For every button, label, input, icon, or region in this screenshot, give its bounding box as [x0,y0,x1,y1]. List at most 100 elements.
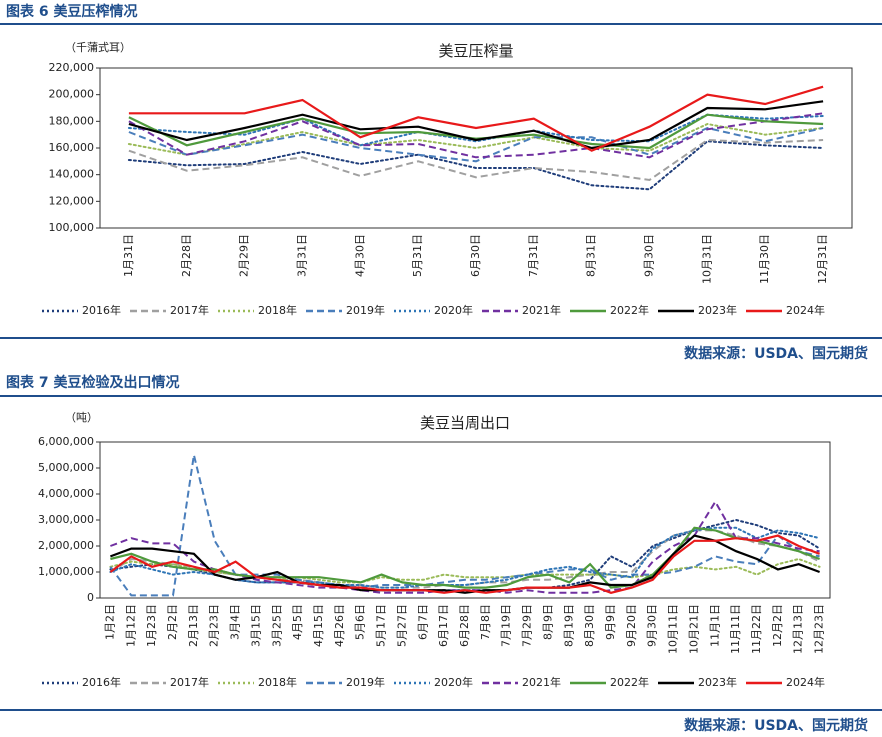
x-tick-label: 9月30日 [646,604,659,647]
series-line [128,113,824,150]
x-tick-label: 12月2日 [771,604,784,647]
y-tick-label: 200,000 [49,88,95,101]
x-tick-label: 10月11日 [667,604,680,654]
x-tick-label: 2月23日 [208,604,221,647]
chart-title: 美豆当周出口 [420,414,510,432]
x-tick-label: 3月31日 [295,234,308,277]
series-line [110,526,820,589]
x-tick-label: 1月31日 [122,234,135,277]
legend-label: 2019年 [346,675,385,689]
x-tick-label: 1月2日 [103,604,116,640]
source-note: 数据来源：USDA、国元期货 [684,345,868,362]
legend-label: 2020年 [434,675,473,689]
x-tick-label: 6月7日 [416,604,429,640]
x-tick-label: 8月30日 [583,604,596,647]
series-line [128,85,824,152]
legend-label: 2017年 [170,303,209,317]
x-tick-label: 4月15日 [312,604,325,647]
y-tick-label: 1,000,000 [38,565,94,578]
legend-label: 2021年 [522,675,561,689]
figure-header: 图表 7 美豆检验及出口情况 [6,374,180,391]
y-tick-label: 0 [87,591,94,604]
x-tick-label: 5月27日 [395,604,408,647]
legend-label: 2023年 [698,303,737,317]
y-tick-label: 4,000,000 [38,487,94,500]
legend-label: 2022年 [610,303,649,317]
legend-label: 2016年 [82,303,121,317]
legend-label: 2020年 [434,303,473,317]
y-tick-label: 220,000 [49,61,95,74]
x-tick-label: 7月29日 [521,604,534,647]
y-tick-label: 140,000 [49,168,95,181]
legend-label: 2019年 [346,303,385,317]
x-tick-label: 2月29日 [238,234,251,277]
legend-label: 2017年 [170,675,209,689]
series-line [128,138,824,182]
x-tick-label: 12月23日 [813,604,826,654]
series-line [128,100,824,150]
x-tick-label: 4月26日 [333,604,346,647]
x-tick-label: 7月31日 [527,234,540,277]
x-tick-label: 7月8日 [479,604,492,640]
x-tick-label: 1月23日 [145,604,158,647]
figure-header: 图表 6 美豆压榨情况 [6,3,138,20]
x-tick-label: 4月30日 [353,234,366,277]
legend-label: 2021年 [522,303,561,317]
x-tick-label: 3月4日 [229,604,242,640]
legend-label: 2018年 [258,675,297,689]
y-tick-label: 2,000,000 [38,539,94,552]
series-line [128,112,824,159]
legend-label: 2022年 [610,675,649,689]
series-line [109,526,821,589]
x-tick-label: 9月30日 [643,234,656,277]
legend-label: 2023年 [698,675,737,689]
x-tick-label: 11月30日 [758,234,771,284]
x-tick-label: 7月19日 [500,604,513,647]
x-tick-label: 4月5日 [291,604,304,640]
x-tick-label: 8月9日 [541,604,554,640]
legend-label: 2016年 [82,675,121,689]
y-tick-label: 160,000 [49,141,95,154]
x-tick-label: 2月28日 [180,234,193,277]
x-tick-label: 8月31日 [585,234,598,277]
x-tick-label: 5月17日 [375,604,388,647]
x-tick-label: 5月6日 [354,604,367,640]
x-tick-label: 3月25日 [270,604,283,647]
x-tick-label: 1月12日 [124,604,137,647]
y-tick-label: 100,000 [49,221,95,234]
series-line [127,140,825,191]
legend-label: 2024年 [786,675,825,689]
x-tick-label: 11月22日 [750,604,763,654]
x-tick-label: 6月30日 [469,234,482,277]
y-tick-label: 6,000,000 [38,435,94,448]
x-tick-label: 10月21日 [687,604,700,654]
x-tick-label: 12月13日 [792,604,805,654]
y-tick-label: 120,000 [49,194,95,207]
x-tick-label: 9月20日 [625,604,638,647]
x-tick-label: 3月15日 [249,604,262,647]
x-tick-label: 10月31日 [700,234,713,284]
x-tick-label: 2月2日 [166,604,179,640]
x-tick-label: 12月31日 [816,234,829,284]
y-tick-label: 5,000,000 [38,461,94,474]
x-tick-label: 11月11日 [729,604,742,654]
x-tick-label: 5月31日 [411,234,424,277]
series-line [109,534,820,594]
x-tick-label: 2月13日 [187,604,200,647]
source-note: 数据来源：USDA、国元期货 [684,717,868,734]
y-axis-label: （千蒲式耳） [65,40,131,54]
y-tick-label: 180,000 [49,114,95,127]
series-line [127,122,825,156]
x-tick-label: 9月9日 [604,604,617,640]
series-line [110,534,820,594]
series-line [109,454,820,597]
x-tick-label: 8月19日 [562,604,575,647]
chart-title: 美豆压榨量 [438,42,513,60]
y-tick-label: 3,000,000 [38,513,94,526]
x-tick-label: 6月17日 [437,604,450,647]
x-tick-label: 6月28日 [458,604,471,647]
series-line [128,126,824,163]
legend-label: 2018年 [258,303,297,317]
y-axis-label: （吨） [65,411,98,424]
